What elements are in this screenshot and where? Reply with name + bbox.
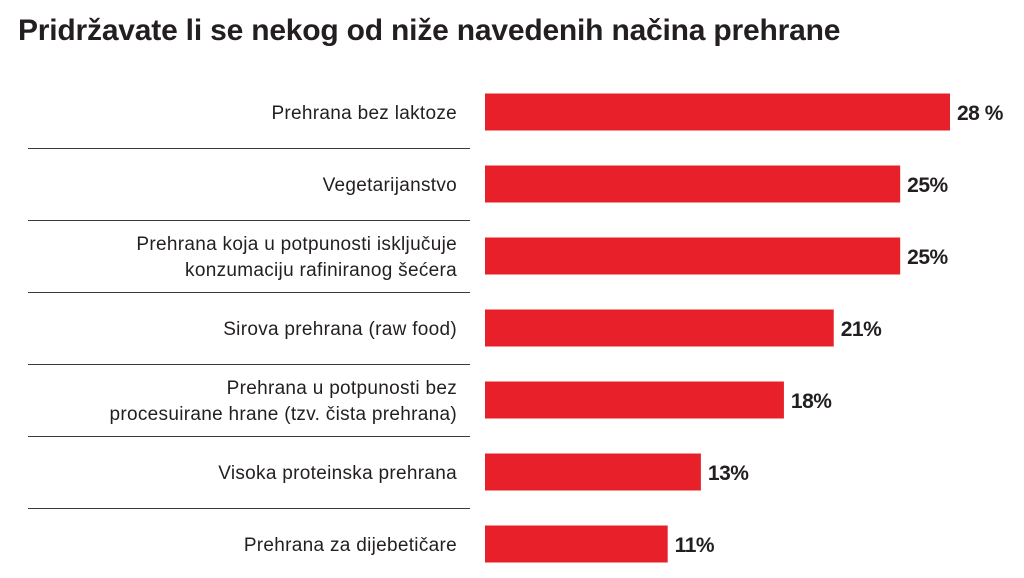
category-label-7: Prehrana za dijebetičare (244, 535, 457, 556)
bar-1 (485, 93, 950, 131)
category-label-1: Prehrana bez laktoze (271, 103, 457, 124)
category-label-3-line-1: Prehrana koja u potpunosti isključuje (136, 234, 457, 255)
value-label-2: 25% (907, 174, 948, 197)
row-separators (28, 148, 470, 509)
bar-4 (485, 309, 834, 347)
value-label-4: 21% (841, 318, 882, 341)
category-label-5-line-1: Prehrana u potpunosti bez (227, 378, 457, 399)
value-label-1: 28 % (957, 102, 1004, 125)
bars (485, 93, 950, 563)
bar-3 (485, 237, 901, 275)
value-labels: 28 % 25% 25% 21% 18% 13% 11% (675, 102, 1005, 557)
category-label-6: Visoka proteinska prehrana (218, 463, 457, 484)
bar-7 (485, 525, 668, 563)
value-label-6: 13% (708, 462, 749, 485)
category-label-2: Vegetarijanstvo (323, 175, 457, 196)
bar-6 (485, 453, 701, 491)
category-label-4: Sirova prehrana (raw food) (223, 319, 457, 340)
category-label-5-line-2: procesuirane hrane (tzv. čista prehrana) (110, 404, 457, 425)
value-label-5: 18% (791, 390, 832, 413)
category-labels: Prehrana bez laktoze Vegetarijanstvo Prehr… (110, 103, 457, 556)
value-label-7: 11% (675, 534, 715, 557)
value-label-3: 25% (907, 246, 948, 269)
bar-2 (485, 165, 901, 203)
chart-title: Pridržavate li se nekog od niže navedeni… (18, 14, 841, 47)
category-label-3-line-2: konzumaciju rafiniranog šećera (185, 260, 457, 281)
bar-5 (485, 381, 784, 419)
